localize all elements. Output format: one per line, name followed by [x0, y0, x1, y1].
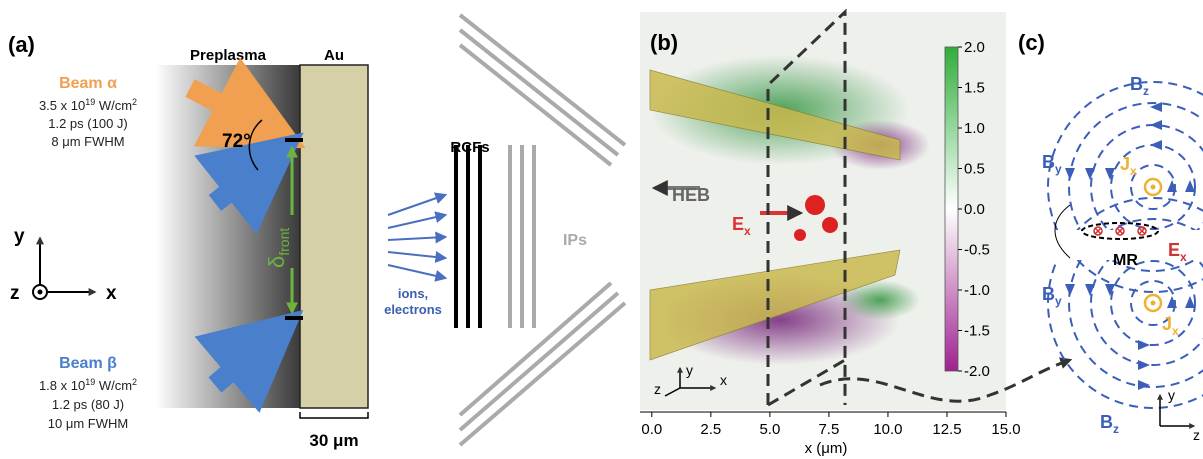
intensity-unit: W/cm	[95, 98, 132, 113]
panel-b: HEB Ex (b) y z x x (μm) 0.0 2.5 5.0 7.5 10.0…	[640, 12, 1070, 457]
angle-label: 72°	[222, 131, 251, 152]
axis-label: z	[10, 283, 20, 304]
particle-arrow	[388, 265, 445, 278]
jx-label: Jx	[1162, 314, 1179, 338]
current-dot	[1151, 301, 1156, 306]
thickness-bracket	[300, 412, 368, 418]
axis-label: x	[720, 372, 727, 388]
jx-symbol: J	[1162, 314, 1172, 334]
intensity-exp: 19	[85, 97, 95, 107]
beam-beta-intensity: 1.8 x 1019 W/cm2	[39, 377, 137, 393]
intensity-unit: W/cm	[95, 378, 132, 393]
gold-target	[300, 65, 368, 408]
x-tick-label: 2.5	[700, 421, 721, 438]
bz-symbol: B	[1100, 412, 1113, 432]
by-subscript: y	[1055, 294, 1062, 308]
colorbar-tick-label: -0.5	[964, 242, 990, 259]
axis-label: z	[1193, 427, 1200, 443]
panel-a: (a) Preplasma Au 72° δfront Beam α 3.5 x…	[8, 15, 625, 450]
colorbar-tick-label: 1.0	[964, 120, 985, 137]
preplasma-label: Preplasma	[190, 47, 267, 64]
panel-c: (c) Bz By Jx Ex MR By Jx Bz y z	[1018, 30, 1203, 443]
colorbar-tick-label: 1.5	[964, 80, 985, 97]
mr-label: MR	[1113, 252, 1138, 269]
axis-label: y	[1168, 387, 1175, 403]
jx-label: Jx	[1120, 154, 1137, 178]
ex-symbol: E	[732, 214, 744, 234]
ip-label: IPs	[563, 232, 587, 249]
intensity-base: 1.8 x 10	[39, 378, 85, 393]
panel-label: (b)	[650, 30, 678, 55]
colorbar-tick-label: 0.0	[964, 201, 985, 218]
thickness-label: 30 μm	[309, 431, 358, 450]
colorbar-tick-label: -1.5	[964, 323, 990, 340]
x-tick-label: 12.5	[932, 421, 961, 438]
by-label: By	[1042, 284, 1062, 308]
by-symbol: B	[1042, 152, 1055, 172]
particles-label: electrons	[384, 302, 442, 317]
beam-alpha-name: Beam α	[59, 75, 117, 92]
panel-label: (c)	[1018, 30, 1045, 55]
colorbar-tick-label: -1.0	[964, 282, 990, 299]
x-tick-label: 7.5	[818, 421, 839, 438]
axis-dot	[38, 290, 43, 295]
intensity-unit-exp: 2	[132, 377, 137, 387]
x-tick-label: 15.0	[991, 421, 1020, 438]
colorbar	[945, 47, 958, 371]
x-tick-label: 5.0	[759, 421, 780, 438]
beam-alpha-duration: 1.2 ps (100 J)	[48, 116, 128, 131]
by-symbol: B	[1042, 284, 1055, 304]
figure: (a) Preplasma Au 72° δfront Beam α 3.5 x…	[0, 0, 1203, 459]
particle-arrow	[388, 215, 445, 228]
axis-label: y	[686, 362, 693, 378]
x-tick-label: 10.0	[873, 421, 902, 438]
axis-label: z	[654, 381, 661, 397]
current-dot	[1151, 185, 1156, 190]
bz-label: Bz	[1100, 412, 1119, 436]
ip-stack	[460, 15, 625, 445]
delta-symbol: δ	[264, 256, 289, 268]
intensity-base: 3.5 x 10	[39, 98, 85, 113]
colorbar-tick-label: 2.0	[964, 39, 985, 56]
particles-label: ions,	[398, 286, 428, 301]
by-label: By	[1042, 152, 1062, 176]
beam-beta-name: Beam β	[59, 355, 117, 372]
heb-label: HEB	[672, 185, 710, 205]
ex-symbol: E	[1168, 240, 1180, 260]
beam-beta-duration: 1.2 ps (80 J)	[52, 397, 124, 412]
particle-arrows	[388, 195, 445, 278]
by-subscript: y	[1055, 162, 1062, 176]
beam-alpha-spot: 8 μm FWHM	[51, 134, 124, 149]
beam-alpha-intensity: 3.5 x 1019 W/cm2	[39, 97, 137, 113]
beam-beta-spot: 10 μm FWHM	[48, 416, 128, 431]
jx-subscript: x	[1130, 164, 1137, 178]
ex-subscript: x	[1180, 250, 1187, 264]
ex-subscript: x	[744, 224, 751, 238]
particle-arrow	[388, 237, 445, 240]
intensity-unit-exp: 2	[132, 97, 137, 107]
target-label: Au	[324, 47, 344, 64]
jx-subscript: x	[1172, 324, 1179, 338]
bz-symbol: B	[1130, 74, 1143, 94]
intensity-exp: 19	[85, 377, 95, 387]
particle-arrow	[388, 252, 445, 258]
rcf-stack	[456, 145, 480, 328]
panel-label: (a)	[8, 32, 35, 57]
particle-arrow	[388, 195, 445, 215]
x-axis-label: x (μm)	[805, 440, 848, 457]
bz-subscript: z	[1143, 84, 1149, 98]
bz-label: Bz	[1130, 74, 1149, 98]
jx-symbol: J	[1120, 154, 1130, 174]
colorbar-tick-label: -2.0	[964, 363, 990, 380]
bz-subscript: z	[1113, 422, 1119, 436]
axis-label: y	[14, 226, 25, 247]
delta-subscript: front	[276, 228, 292, 256]
x-tick-label: 0.0	[641, 421, 662, 438]
axis-label: x	[106, 283, 117, 304]
colorbar-tick-label: 0.5	[964, 161, 985, 178]
